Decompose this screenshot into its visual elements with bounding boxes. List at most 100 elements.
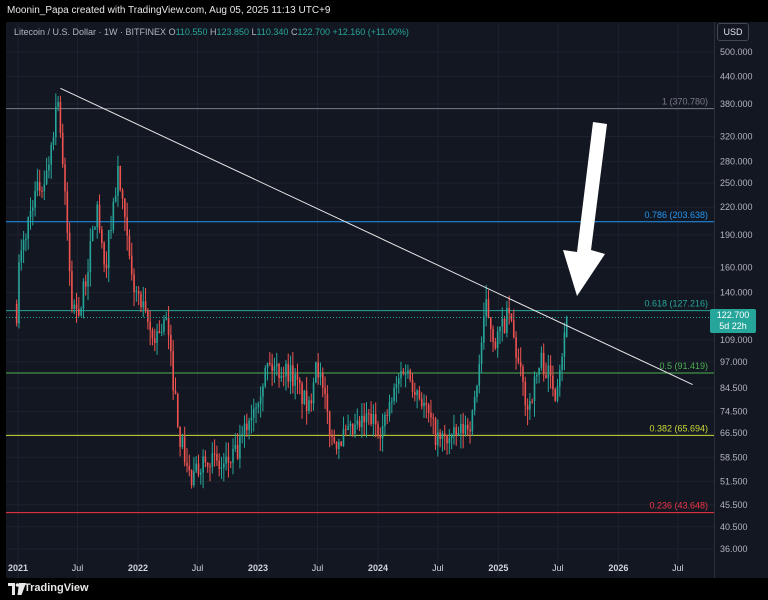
candle-body [126, 217, 128, 236]
last-price-tag: 122.700 5d 22h [710, 309, 756, 333]
candle-body [38, 181, 41, 192]
candle-body [172, 351, 174, 391]
tradingview-logo-icon [8, 583, 26, 595]
candle-body [430, 412, 432, 418]
candle-body [425, 402, 428, 405]
candle-body [565, 317, 568, 338]
candle-body [547, 365, 550, 379]
candle-body [275, 363, 278, 367]
price-tick-label: 440.000 [720, 71, 753, 81]
candle-body [476, 385, 478, 397]
candle-body [89, 241, 92, 273]
candle-body [250, 417, 253, 421]
chart-svg[interactable]: 1 (370.780) 0.786 (203.638) 0.618 (127.216… [6, 22, 714, 578]
candle-body [57, 102, 59, 107]
arrow-annotation-icon[interactable] [563, 122, 608, 296]
candle-body [391, 400, 393, 403]
candle-body [34, 190, 36, 208]
candle-body [167, 318, 170, 335]
price-tick-label: 160.000 [720, 262, 753, 272]
candle-body [186, 462, 188, 466]
fib-level-label: 0.618 (127.216) [644, 299, 708, 309]
candle-body [499, 326, 501, 332]
candle-body [117, 166, 119, 196]
candle-body [552, 375, 554, 390]
candle-body [469, 429, 471, 432]
fib-level-label: 0.236 (43.648) [649, 501, 708, 511]
candle-body [55, 106, 57, 138]
price-tick-label: 190.000 [720, 230, 753, 240]
candle-body [225, 456, 227, 464]
candle-body [556, 386, 559, 401]
candle-body [43, 184, 46, 192]
candle-body [246, 423, 248, 431]
candle-body [361, 415, 363, 428]
candle-body [347, 426, 349, 431]
tradingview-brand: TradingView [24, 582, 89, 594]
candle-body [48, 164, 50, 171]
candle-body [213, 453, 216, 455]
candle-body [220, 467, 223, 469]
candle-body [151, 330, 154, 339]
candle-body [522, 366, 524, 382]
candle-body [61, 132, 64, 165]
candle-body [462, 423, 464, 434]
candle-body [27, 217, 29, 240]
price-axis[interactable] [714, 22, 768, 578]
fib-level-label: 1 (370.780) [662, 97, 708, 107]
candle-body [561, 356, 563, 370]
candle-body [418, 390, 421, 399]
high-label: H [209, 27, 217, 37]
candle-body [29, 210, 32, 218]
candle-body [25, 239, 27, 241]
close-label: C [290, 27, 298, 37]
candle-body [395, 384, 398, 388]
candle-body [540, 352, 543, 368]
candle-body [101, 229, 103, 243]
candle-body [188, 465, 191, 471]
candle-body [280, 375, 283, 379]
time-tick-label: Jul [312, 563, 324, 573]
price-axis-labels: 500.000 440.000 380.000 320.000 280.000 250.0… [720, 47, 753, 554]
candle-body [439, 432, 441, 439]
candle-body [223, 463, 225, 468]
candle-body [87, 272, 89, 287]
candle-body [239, 436, 241, 459]
candle-body [158, 331, 161, 334]
candle-body [535, 374, 538, 377]
price-tick-label: 36.000 [720, 544, 748, 554]
time-tick-label: Jul [72, 563, 84, 573]
candle-body [18, 262, 20, 324]
currency-button[interactable]: USD [717, 23, 749, 41]
candle-body [271, 364, 273, 371]
candle-body [554, 389, 557, 401]
candle-body [363, 415, 365, 423]
price-tick-label: 58.500 [720, 452, 748, 462]
candle-body [128, 235, 131, 256]
candle-body [485, 299, 487, 317]
candle-body [501, 318, 504, 327]
candle-body [124, 198, 126, 218]
trendline[interactable] [60, 87, 693, 386]
candle-body [377, 424, 379, 436]
price-tick-label: 500.000 [720, 47, 753, 57]
candle-body [193, 471, 195, 486]
candle-body [114, 195, 117, 202]
candle-body [75, 304, 78, 310]
time-tick-label: Jul [192, 563, 204, 573]
close-value: 122.700 [297, 27, 330, 37]
candle-body [351, 423, 354, 435]
candle-body [460, 423, 462, 434]
candle-body [446, 435, 448, 444]
plot-area[interactable] [6, 22, 714, 578]
candle-body [174, 390, 177, 394]
time-tick-label: 2021 [8, 563, 28, 573]
candle-body [510, 313, 513, 321]
candle-body [464, 424, 467, 434]
candle-body [66, 191, 69, 233]
candle-body [84, 281, 87, 287]
price-tick-label: 40.500 [720, 522, 748, 532]
bar-countdown: 5d 22h [719, 321, 747, 331]
time-axis[interactable]: 2021 Jul 2022 Jul 2023 Jul 2024 Jul 2025 Jul 2026 J… [6, 558, 714, 578]
